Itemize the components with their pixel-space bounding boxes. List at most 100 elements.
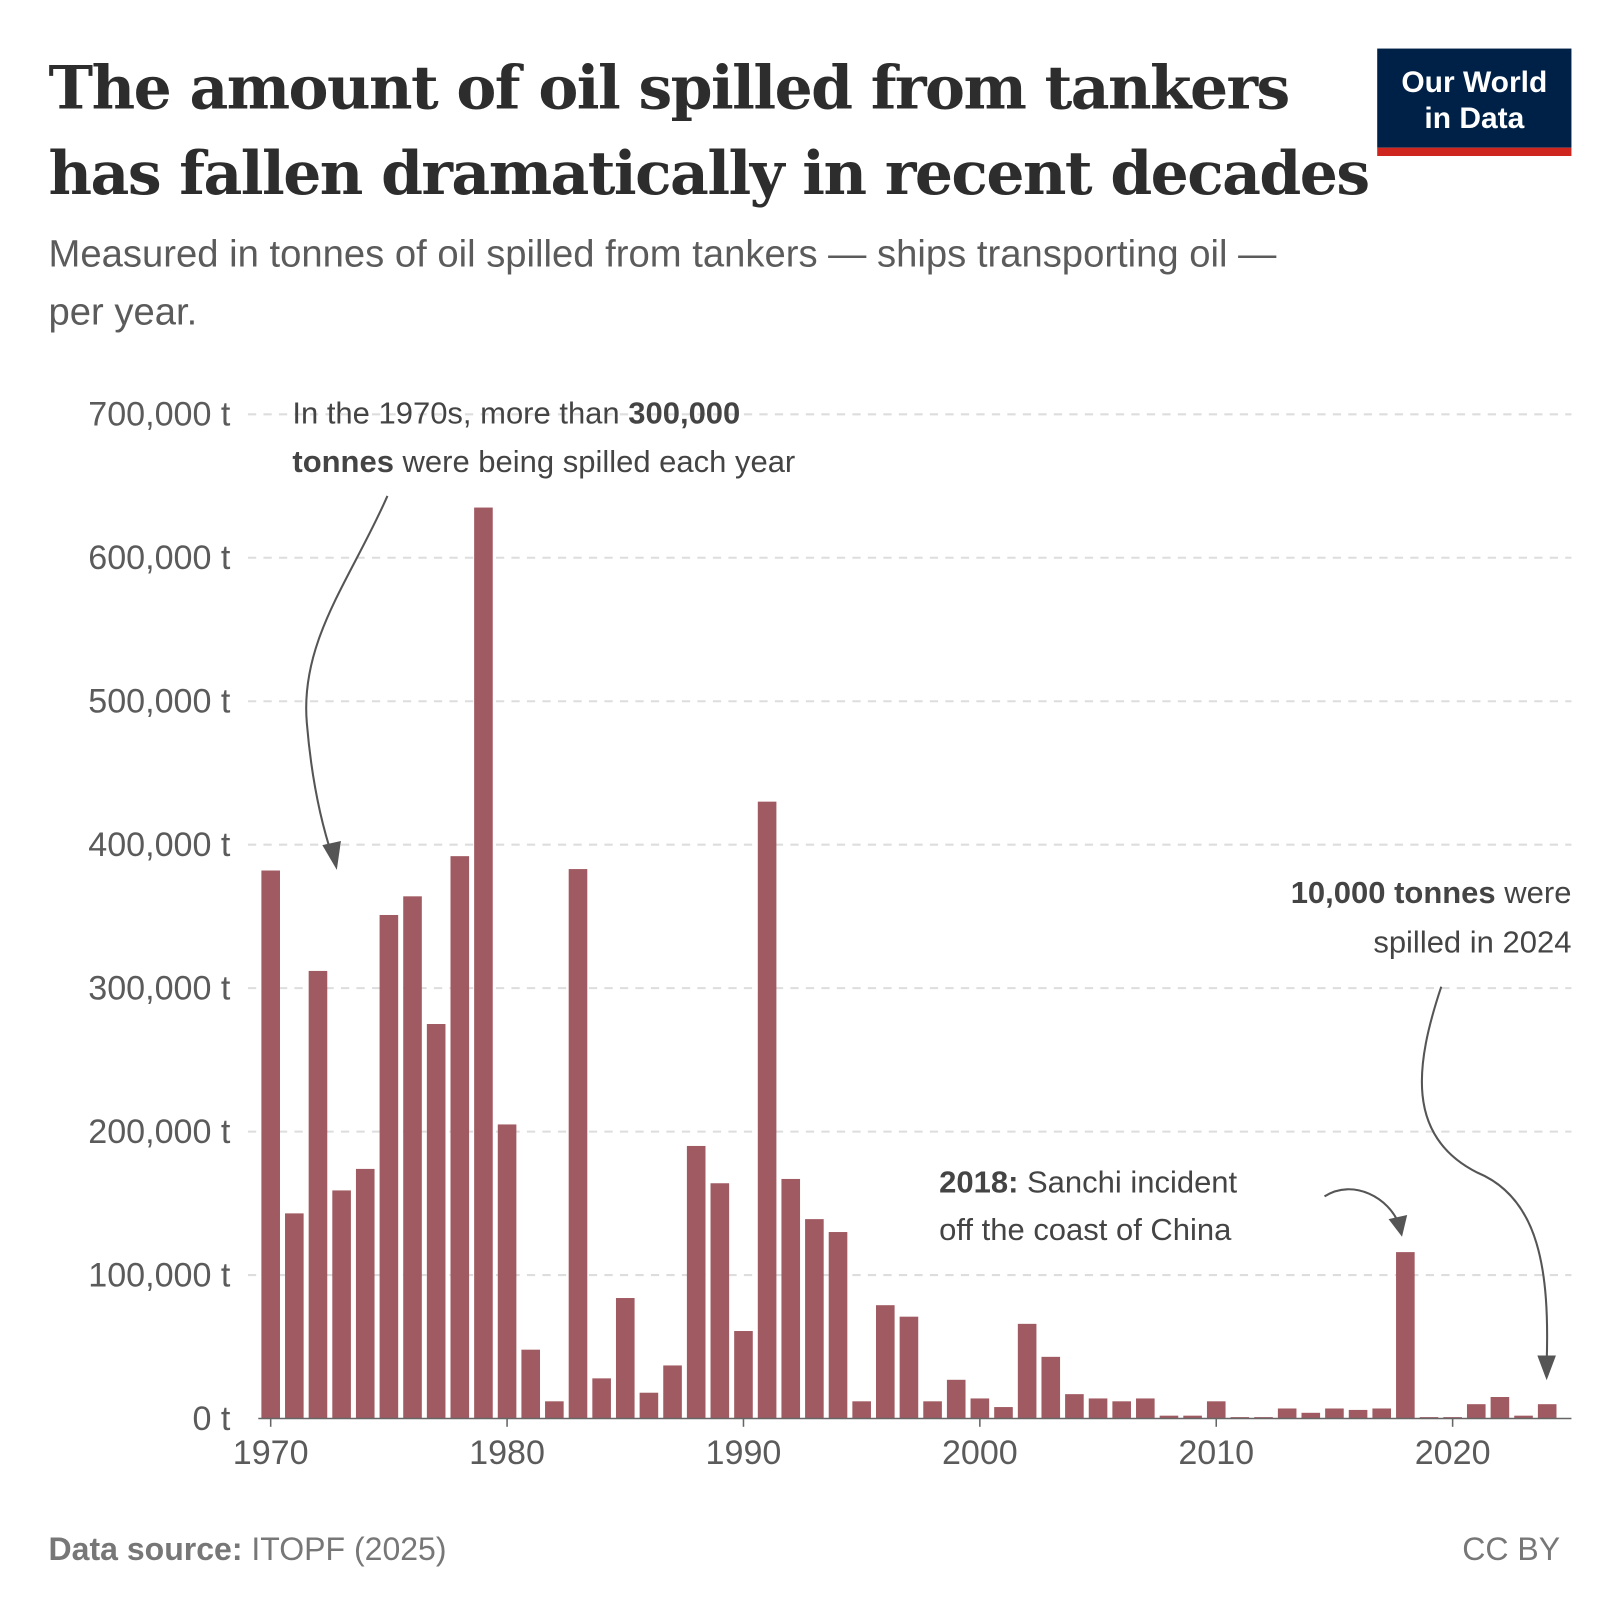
svg-text:10,000 tonnes were: 10,000 tonnes were (1291, 875, 1572, 910)
bar-1983 (568, 869, 588, 1419)
bar-2008 (1159, 1415, 1179, 1419)
bar-1972 (308, 970, 328, 1419)
ann1-text: In the 1970s, more than (292, 396, 628, 431)
bar-2009 (1183, 1415, 1202, 1419)
svg-text:2018: Sanchi incident: 2018: Sanchi incident (939, 1164, 1237, 1199)
y-axis: 0 t 100,000 t 200,000 t 300,000 t 400,000 t 5… (88, 396, 231, 1438)
svg-text:In the 1970s, more than 300,00: In the 1970s, more than 300,000 (292, 396, 740, 431)
logo-accent (1377, 147, 1572, 157)
source-label: Data source: (49, 1531, 243, 1567)
annotation-2018: 2018: Sanchi incident off the coast of C… (939, 1164, 1408, 1247)
bar-1995 (852, 1401, 871, 1419)
x-tick-label: 2020 (1415, 1434, 1491, 1472)
svg-text:spilled in 2024: spilled in 2024 (1373, 925, 1571, 960)
x-tick-label: 2000 (942, 1434, 1018, 1472)
x-axis: 1970 1980 1990 2000 2010 2020 (233, 1418, 1491, 1472)
x-tick-label: 1980 (469, 1434, 545, 1472)
svg-text:Data source: ITOPF (2025): Data source: ITOPF (2025) (49, 1531, 447, 1567)
x-tick-label: 1970 (233, 1434, 309, 1472)
bar-1984 (592, 1378, 611, 1419)
y-tick-label: 300,000 t (88, 970, 231, 1008)
bar-1978 (450, 856, 470, 1419)
bar-1987 (663, 1365, 682, 1419)
logo-line1: Our World (1401, 66, 1547, 99)
bar-1988 (686, 1145, 706, 1419)
bar-1998 (923, 1401, 942, 1419)
bar-2005 (1088, 1398, 1108, 1419)
bar-2003 (1041, 1356, 1061, 1419)
bar-1979 (474, 507, 493, 1419)
y-tick-label: 500,000 t (88, 683, 231, 721)
bar-1990 (734, 1331, 753, 1419)
title-line1: The amount of oil spilled from tankers (49, 53, 1289, 123)
bar-1980 (497, 1124, 517, 1419)
bar-2023 (1514, 1415, 1533, 1419)
ann1-bold: 300,000 (628, 396, 740, 431)
annotation-arrow (305, 495, 389, 858)
bar-1976 (403, 896, 422, 1419)
bar-1994 (828, 1232, 848, 1419)
bar-2022 (1490, 1397, 1510, 1419)
bar-1991 (757, 801, 777, 1419)
bar-1992 (781, 1178, 801, 1419)
bar-1999 (946, 1379, 966, 1419)
arrowhead-icon (322, 840, 341, 870)
bar-2018 (1396, 1252, 1415, 1419)
bar-2016 (1348, 1409, 1368, 1419)
y-tick-label: 100,000 t (88, 1256, 231, 1294)
y-tick-label: 0 t (193, 1400, 231, 1438)
logo-line2: in Data (1424, 102, 1524, 135)
y-tick-label: 400,000 t (88, 826, 231, 864)
gridlines (247, 413, 1572, 1277)
bar-1975 (379, 914, 399, 1419)
bar-2024 (1537, 1404, 1557, 1419)
title-line2: has fallen dramatically in recent decade… (49, 139, 1369, 209)
annotation-2024: 10,000 tonnes were spilled in 2024 (1291, 875, 1572, 1381)
bar-1970 (261, 870, 280, 1419)
owid-logo[interactable]: Our World in Data (1377, 48, 1572, 157)
ann1-text2: were being spilled each year (394, 444, 795, 479)
bar-2000 (970, 1398, 990, 1419)
bar-2004 (1065, 1394, 1084, 1419)
bar-1997 (899, 1316, 919, 1419)
source-value: ITOPF (2025) (243, 1531, 447, 1567)
bar-2006 (1112, 1401, 1131, 1419)
bar-1971 (285, 1213, 304, 1419)
bar-2001 (994, 1407, 1013, 1419)
bar-2015 (1325, 1408, 1344, 1419)
x-tick-label: 2010 (1178, 1434, 1254, 1472)
bar-2002 (1017, 1323, 1037, 1419)
subtitle-line2: per year. (49, 290, 198, 333)
annotation-arrow (1420, 986, 1549, 1364)
bar-2010 (1206, 1401, 1226, 1419)
arrowhead-icon (1537, 1355, 1556, 1381)
bar-1989 (710, 1183, 730, 1419)
x-tick-label: 1990 (706, 1434, 782, 1472)
subtitle-line1: Measured in tonnes of oil spilled from t… (49, 233, 1278, 276)
bar-1977 (426, 1024, 446, 1419)
bars (261, 507, 1557, 1419)
bar-2017 (1372, 1408, 1392, 1419)
bar-1973 (332, 1190, 351, 1419)
y-tick-label: 200,000 t (88, 1113, 231, 1151)
bar-1996 (875, 1305, 895, 1419)
bar-2013 (1277, 1408, 1297, 1419)
bar-1985 (615, 1298, 635, 1419)
bar-2007 (1136, 1398, 1155, 1419)
arrowhead-icon (1388, 1215, 1408, 1237)
svg-text:off the coast of China: off the coast of China (939, 1212, 1232, 1247)
bar-1993 (805, 1219, 824, 1419)
license[interactable]: CC BY (1462, 1531, 1560, 1567)
bar-1986 (639, 1392, 659, 1419)
y-tick-label: 600,000 t (88, 539, 231, 577)
bar-1974 (355, 1168, 375, 1419)
annotation-1970s: In the 1970s, more than 300,000 tonnes w… (292, 396, 795, 870)
logo-bg (1377, 48, 1572, 148)
svg-text:tonnes were being spilled each: tonnes were being spilled each year (292, 444, 795, 479)
bar-1982 (545, 1401, 564, 1419)
bar-2021 (1466, 1404, 1486, 1419)
annotation-arrow (1323, 1188, 1400, 1225)
bar-1981 (521, 1349, 541, 1419)
ann1-bold2: tonnes (292, 444, 394, 479)
